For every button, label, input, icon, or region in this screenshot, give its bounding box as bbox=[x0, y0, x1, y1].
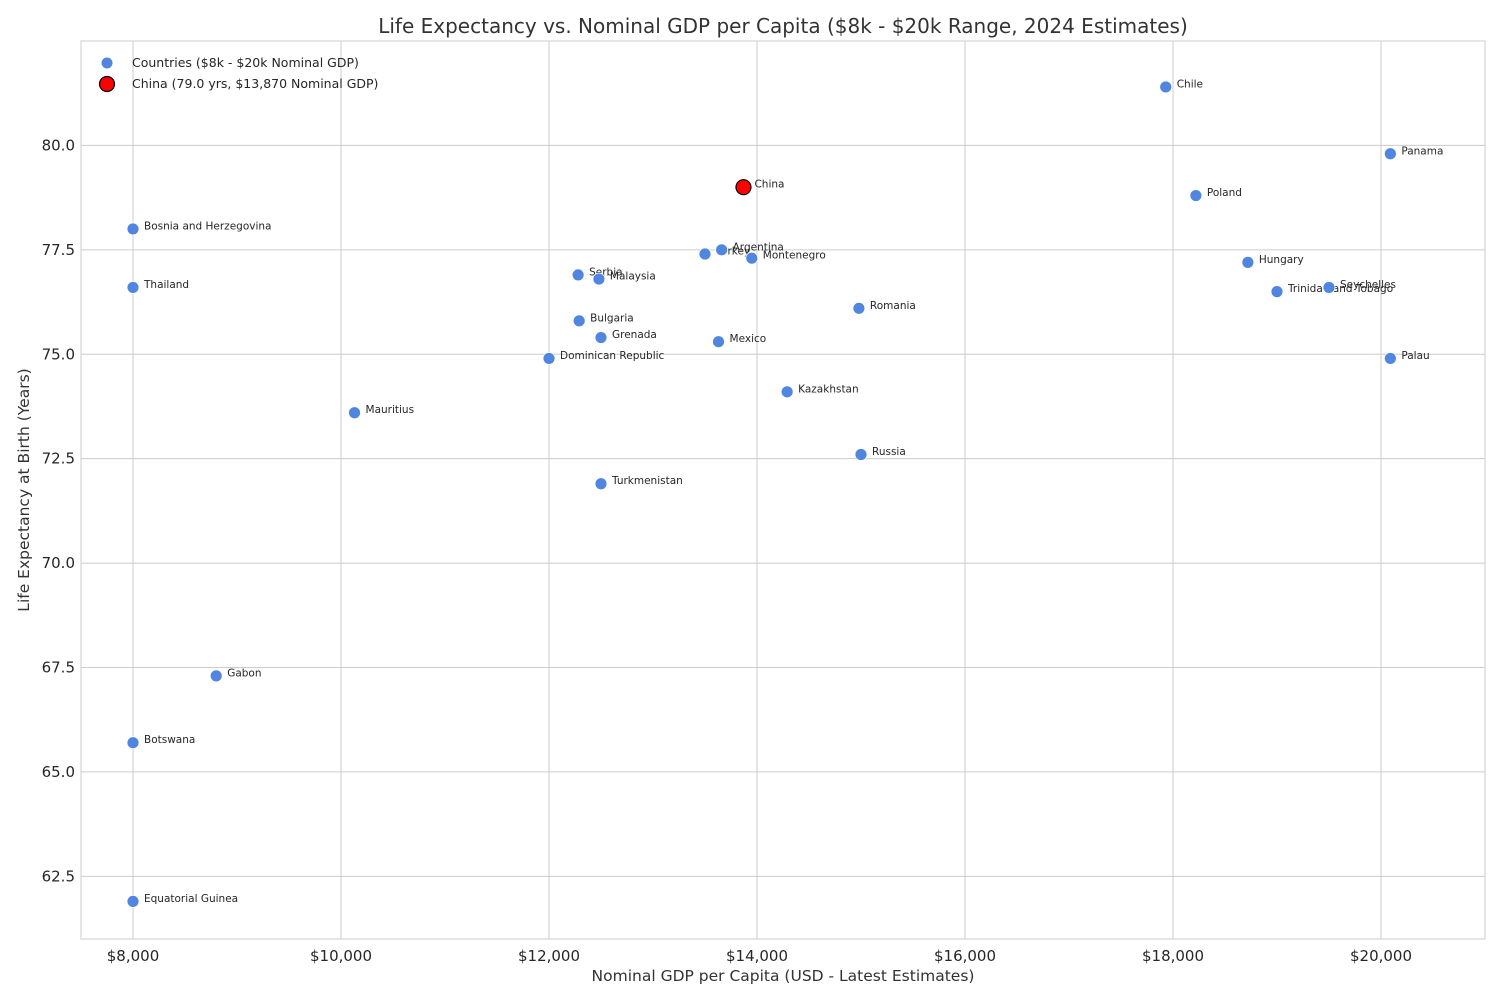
y-tick-label: 62.5 bbox=[42, 867, 75, 885]
point-label: Seychelles bbox=[1340, 279, 1396, 291]
legend-marker-china bbox=[98, 75, 116, 93]
y-tick-label: 65.0 bbox=[42, 763, 75, 781]
data-points: Bosnia and Herzegovina Thailand Botswana Eq… bbox=[126, 78, 1443, 908]
y-tick-label: 75.0 bbox=[42, 345, 75, 363]
point-marker bbox=[594, 477, 608, 491]
point-label: Botswana bbox=[144, 734, 195, 746]
point-label: Panama bbox=[1401, 145, 1443, 157]
point-marker bbox=[1383, 352, 1397, 365]
point-marker bbox=[348, 406, 361, 420]
point-marker bbox=[780, 385, 794, 399]
x-axis-ticks: $8,000 $10,000 $12,000 $14,000 $16,000 $18,00… bbox=[107, 947, 1412, 965]
x-tick-label: $12,000 bbox=[518, 947, 580, 965]
point-marker bbox=[1241, 255, 1255, 269]
point-label: Thailand bbox=[143, 279, 189, 291]
point-marker bbox=[1189, 189, 1203, 202]
point-marker bbox=[1159, 80, 1173, 94]
point-marker bbox=[592, 272, 606, 286]
point-label: Grenada bbox=[612, 329, 657, 341]
point-marker bbox=[126, 736, 140, 750]
point-label: Equatorial Guinea bbox=[144, 893, 238, 905]
point-marker bbox=[209, 669, 223, 683]
point-label: Palau bbox=[1401, 350, 1429, 362]
x-tick-label: $16,000 bbox=[934, 947, 996, 965]
point-label: Kazakhstan bbox=[798, 383, 859, 395]
point-label: Chile bbox=[1177, 78, 1203, 90]
point-label: Russia bbox=[872, 446, 906, 458]
legend-label-china: China (79.0 yrs, $13,870 Nominal GDP) bbox=[132, 76, 378, 91]
point-marker bbox=[1322, 281, 1336, 294]
y-tick-label: 70.0 bbox=[42, 554, 75, 572]
point-marker bbox=[126, 895, 140, 908]
point-marker bbox=[126, 222, 140, 236]
point-label: Romania bbox=[870, 300, 916, 312]
y-axis-label: Life Expectancy at Birth (Years) bbox=[15, 368, 33, 611]
point-marker bbox=[571, 268, 585, 282]
x-tick-label: $8,000 bbox=[107, 947, 160, 965]
point-label: Malaysia bbox=[610, 271, 656, 283]
x-tick-label: $18,000 bbox=[1142, 947, 1204, 965]
point-marker bbox=[745, 251, 759, 265]
point-marker bbox=[698, 247, 712, 261]
point-label: Mexico bbox=[730, 333, 767, 345]
y-tick-label: 72.5 bbox=[42, 450, 75, 468]
point-label: Hungary bbox=[1259, 254, 1304, 266]
y-tick-label: 77.5 bbox=[42, 241, 75, 259]
point-marker bbox=[852, 301, 866, 315]
y-tick-label: 80.0 bbox=[42, 136, 75, 154]
point-label: Mauritius bbox=[366, 404, 415, 416]
legend-marker-countries bbox=[100, 56, 114, 70]
x-tick-label: $14,000 bbox=[726, 947, 788, 965]
chart-title: Life Expectancy vs. Nominal GDP per Capi… bbox=[378, 14, 1188, 38]
x-axis-label: Nominal GDP per Capita (USD - Latest Est… bbox=[592, 967, 975, 985]
point-marker bbox=[1383, 147, 1397, 161]
point-label: China bbox=[754, 179, 784, 191]
legend-label-countries: Countries ($8k - $20k Nominal GDP) bbox=[132, 55, 359, 70]
point-marker bbox=[1270, 285, 1284, 299]
point-label: Poland bbox=[1207, 187, 1242, 199]
point-label: Trinidad and Tobago bbox=[1287, 283, 1393, 295]
point-marker bbox=[542, 352, 556, 365]
point-marker bbox=[126, 281, 140, 294]
point-label: Gabon bbox=[227, 667, 261, 679]
point-label: Turkmenistan bbox=[611, 475, 683, 487]
point-label: Argentina bbox=[733, 241, 784, 253]
plot-frame bbox=[80, 40, 1486, 940]
legend: Countries ($8k - $20k Nominal GDP) China… bbox=[98, 55, 378, 93]
grid-lines bbox=[81, 41, 1485, 939]
point-marker bbox=[735, 179, 752, 196]
point-marker bbox=[715, 243, 729, 257]
point-marker bbox=[712, 335, 725, 349]
point-label: Montenegro bbox=[763, 250, 826, 262]
point-marker bbox=[854, 448, 868, 461]
point-marker bbox=[572, 314, 586, 328]
point-label: Dominican Republic bbox=[560, 350, 665, 362]
point-label: Bulgaria bbox=[590, 312, 634, 324]
y-axis-ticks: 62.5 65.0 67.5 70.0 72.5 75.0 77.5 80.0 bbox=[42, 136, 75, 885]
x-tick-label: $20,000 bbox=[1350, 947, 1412, 965]
point-marker bbox=[594, 331, 608, 344]
point-label: Bosnia and Herzegovina bbox=[144, 220, 272, 232]
y-tick-label: 67.5 bbox=[42, 659, 75, 677]
x-tick-label: $10,000 bbox=[310, 947, 372, 965]
